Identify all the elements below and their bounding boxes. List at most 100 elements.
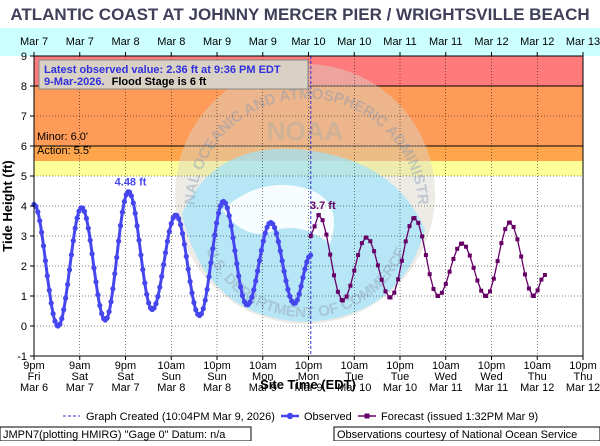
observed-point — [224, 205, 230, 211]
observed-point — [144, 291, 150, 297]
observed-point — [277, 248, 283, 254]
forecast-point — [324, 232, 329, 237]
forecast-peak-label: 3.7 ft — [310, 200, 336, 212]
legend-observed-marker — [286, 412, 294, 420]
observed-point — [272, 225, 278, 231]
top-date-label: Mar 13 — [566, 36, 600, 48]
observed-point — [239, 293, 246, 299]
observed-point — [236, 273, 242, 279]
observed-point — [181, 241, 187, 247]
legend-forecast-marker — [364, 413, 370, 419]
x-tick-label: Mar 11 — [429, 382, 462, 394]
observed-point — [52, 318, 58, 324]
observed-point — [208, 260, 214, 266]
info-flood-stage: Flood Stage is 6 ft — [112, 76, 207, 88]
top-date-label: Mar 12 — [474, 36, 508, 48]
forecast-point — [491, 276, 496, 281]
observed-point — [138, 252, 144, 258]
observed-point — [200, 306, 206, 312]
observed-point — [283, 278, 289, 284]
forecast-point — [375, 263, 380, 268]
forecast-point — [443, 282, 448, 286]
x-tick-label: Tue — [345, 371, 364, 383]
top-date-label: Mar 7 — [66, 36, 94, 48]
observed-point — [178, 222, 184, 228]
forecast-point — [316, 213, 321, 217]
top-date-label: Mar 9 — [203, 36, 231, 48]
peak-labels: 4.48 ft 3.7 ft — [115, 177, 336, 212]
x-tick-label: Fri — [28, 371, 41, 383]
forecast-point — [507, 220, 512, 225]
forecast-point — [340, 298, 345, 303]
x-tick-label: 10am — [249, 360, 277, 372]
info-box: Latest observed value: 2.36 ft at 9:36 P… — [38, 59, 309, 90]
forecast-point — [420, 234, 425, 239]
top-date-label: Mar 12 — [520, 36, 554, 48]
forecast-point — [488, 289, 492, 294]
observed-point — [206, 274, 212, 280]
x-tick-label: Thu — [528, 371, 547, 383]
observed-point — [185, 266, 191, 272]
forecast-point — [416, 220, 421, 225]
observed-point — [300, 275, 306, 281]
observed-point — [285, 286, 291, 292]
observed-point — [279, 258, 285, 264]
top-date-label: Mar 9 — [249, 36, 277, 48]
action-threshold-label: Action: 5.5' — [37, 145, 91, 157]
legend-forecast-label: Forecast (issued 1:32PM Mar 9) — [381, 411, 538, 423]
forecast-point — [308, 234, 313, 238]
forecast-point — [379, 277, 384, 282]
forecast-point — [436, 294, 441, 298]
observed-point — [130, 200, 136, 206]
y-tick-label: 0 — [21, 321, 27, 333]
forecast-point — [359, 241, 364, 246]
x-tick-label: 10am — [157, 360, 185, 372]
x-tick-label: Sat — [71, 371, 88, 383]
x-tick-label: 10am — [523, 360, 551, 372]
observed-point — [116, 238, 122, 244]
forecast-point — [451, 257, 456, 261]
observed-point — [136, 237, 142, 243]
watermark-logo-text: NOAA — [267, 116, 344, 146]
x-tick-label: 9pm — [23, 360, 44, 372]
observed-point — [70, 238, 76, 244]
observed-point — [33, 203, 39, 209]
minor-threshold-label: Minor: 6.0' — [37, 131, 88, 143]
y-tick-label: 7 — [21, 111, 27, 123]
x-tick-label: Mar 11 — [475, 382, 508, 394]
observed-point — [260, 238, 266, 244]
x-tick-label: Mar 10 — [337, 382, 371, 394]
x-tick-label: 9pm — [115, 360, 136, 372]
forecast-point — [539, 277, 544, 282]
forecast-point — [344, 294, 349, 299]
x-tick-label: Mar 9 — [249, 382, 277, 394]
top-date-axis: Mar 7 Mar 7 Mar 8 Mar 8 Mar 9 Mar 9 Mar 10 Mar … — [0, 28, 600, 56]
forecast-point — [460, 241, 465, 246]
observed-point — [40, 243, 47, 249]
forecast-point — [447, 269, 452, 274]
observed-point — [44, 273, 50, 279]
observed-point — [166, 228, 172, 235]
observed-point — [157, 284, 163, 290]
y-tick-label: 5 — [21, 171, 27, 183]
x-tick-label: 10pm — [295, 360, 323, 372]
y-tick-label: 8 — [21, 81, 27, 93]
observed-point — [215, 210, 222, 216]
observed-point — [140, 267, 146, 273]
observed-point — [153, 301, 159, 307]
forecast-point — [423, 253, 428, 257]
x-tick-label: Wed — [480, 371, 502, 383]
observed-point — [63, 295, 69, 301]
observed-point — [134, 223, 140, 229]
forecast-point — [431, 287, 436, 291]
observed-point — [183, 253, 189, 259]
forecast-point — [526, 286, 531, 291]
observed-point — [162, 250, 169, 256]
legend-observed-label: Observed — [304, 411, 352, 423]
y-tick-label: 6 — [21, 141, 27, 153]
forecast-point — [403, 239, 408, 244]
observed-point — [179, 230, 186, 237]
observed-point — [247, 299, 253, 305]
x-tick-label: Thu — [574, 371, 593, 383]
